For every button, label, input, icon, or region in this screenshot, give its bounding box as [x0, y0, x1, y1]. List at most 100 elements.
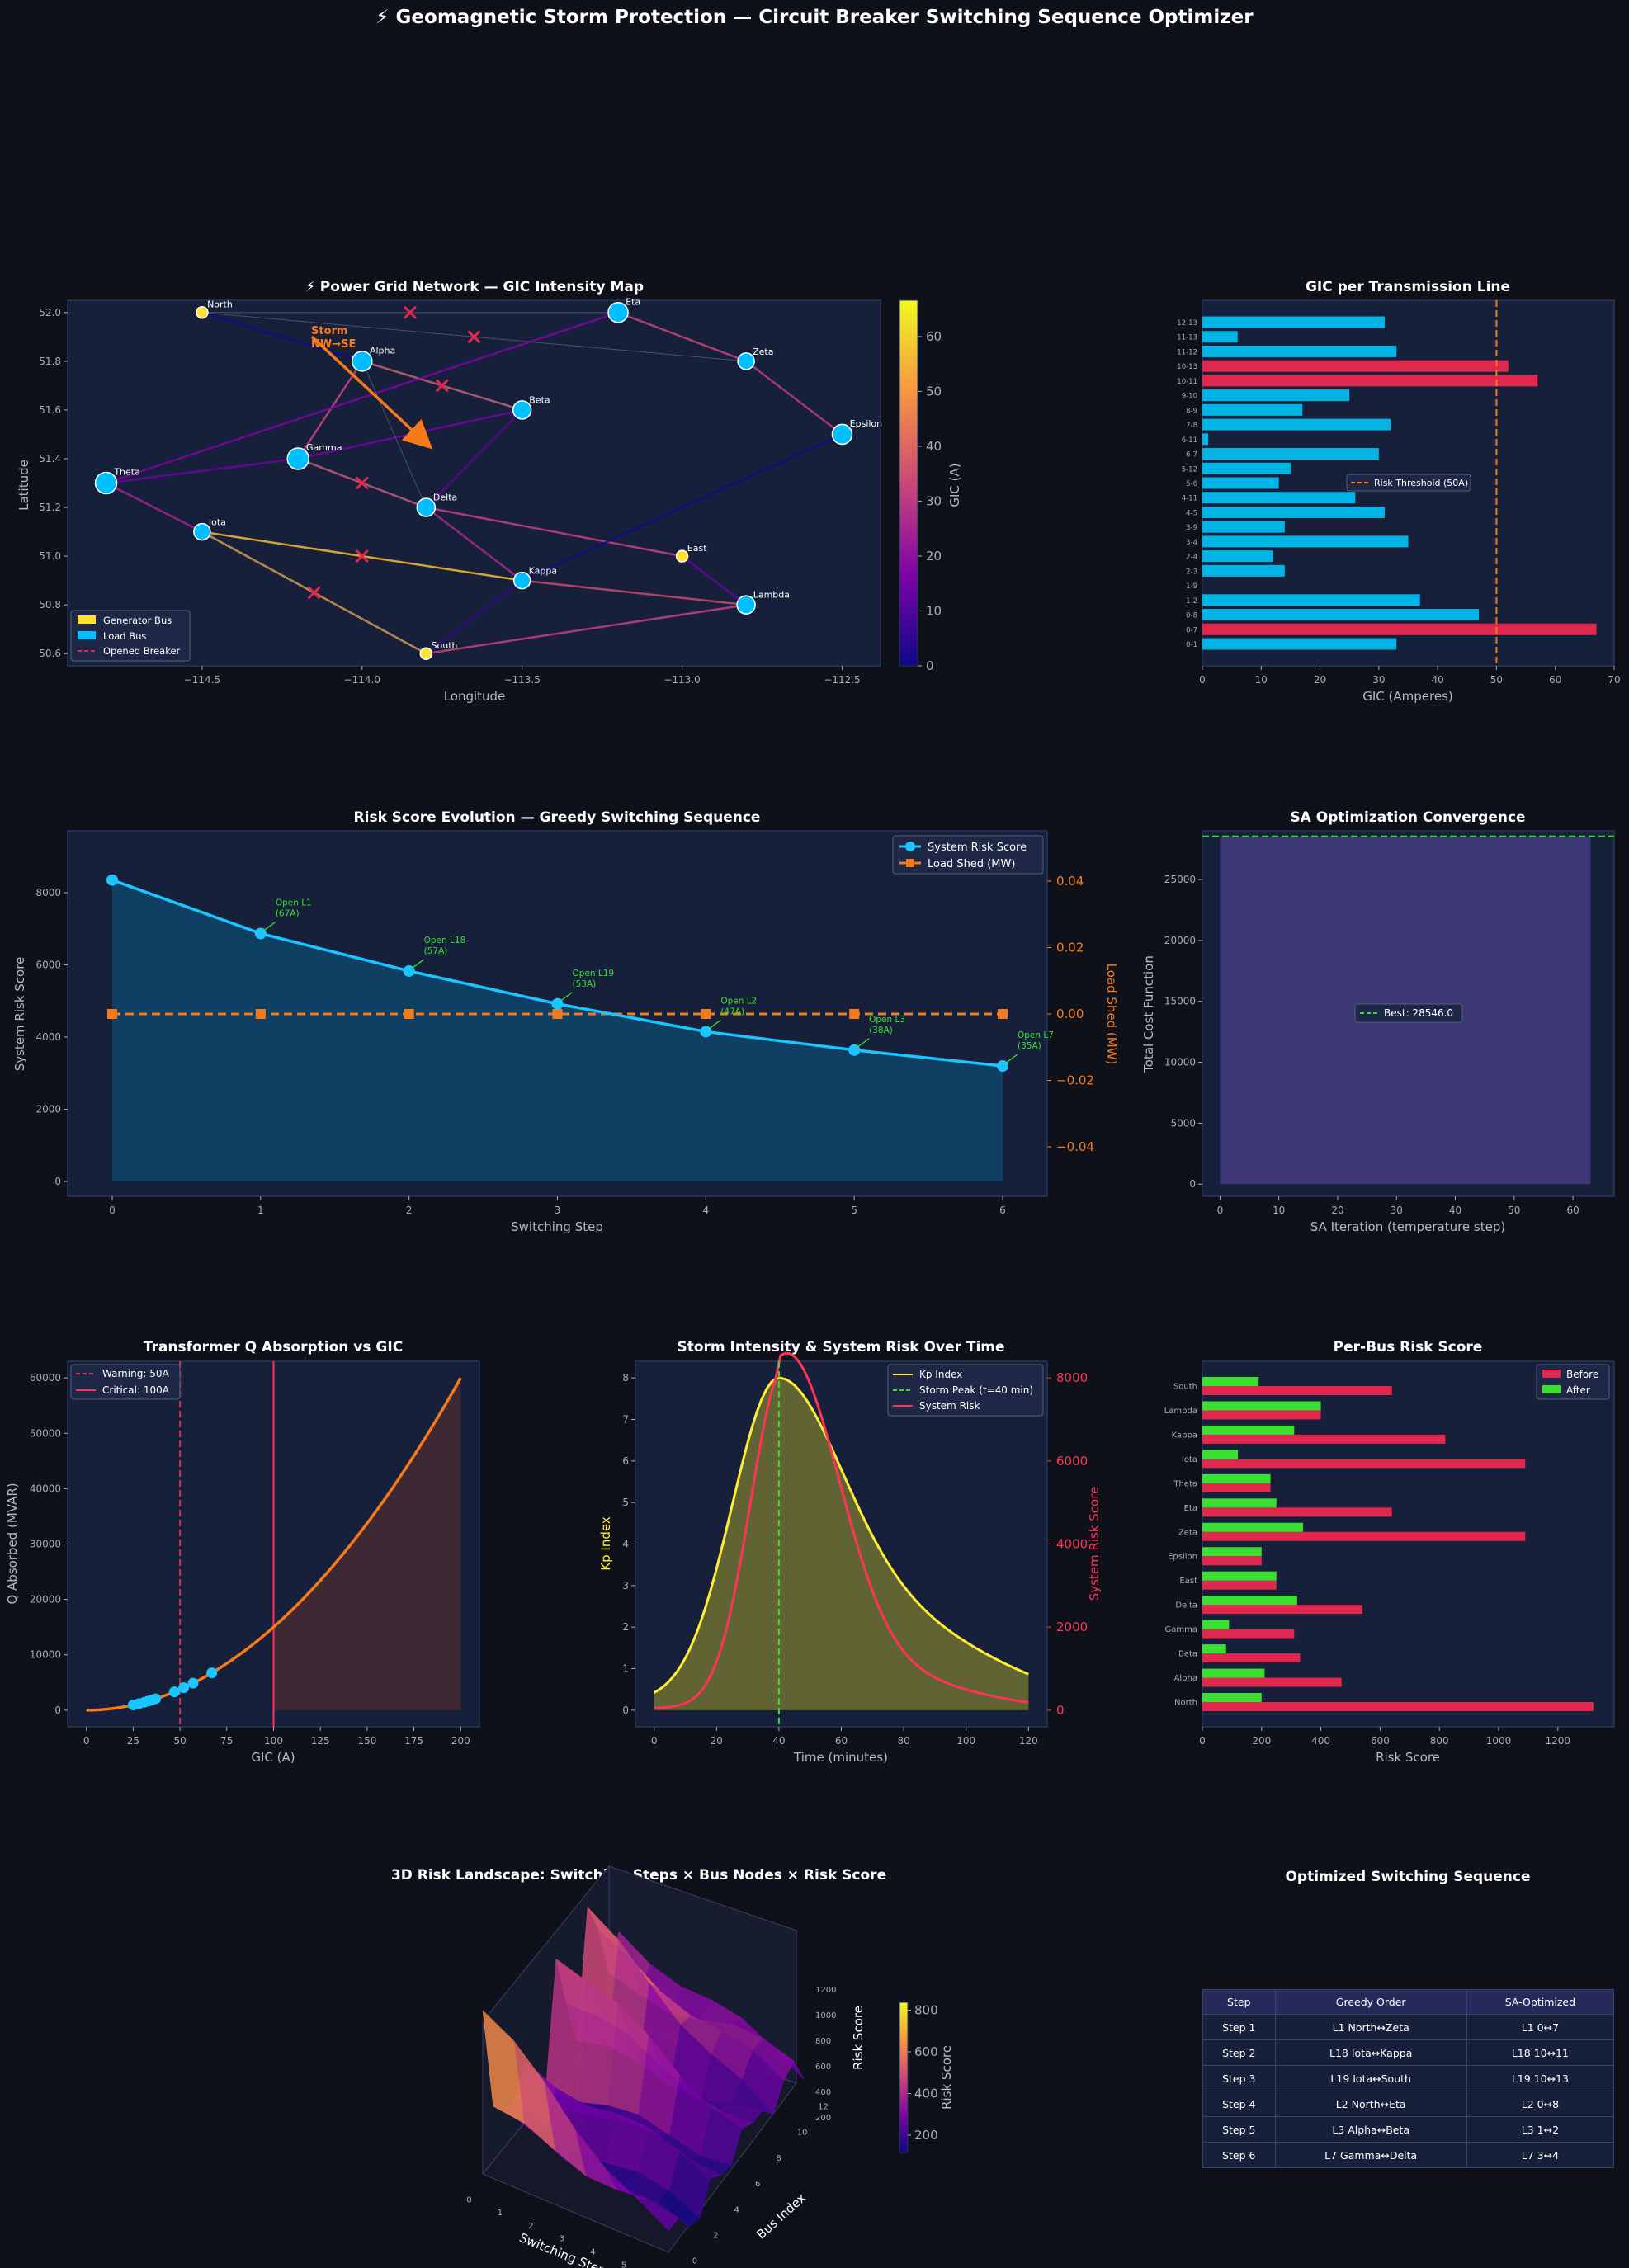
shed-marker: [255, 1009, 266, 1019]
risk-legend-marker-icon: [905, 842, 915, 851]
before-bar-theta: [1202, 1483, 1271, 1492]
tick-label: 2: [528, 2222, 533, 2231]
before-bar-beta: [1202, 1653, 1301, 1663]
tick-label: 800: [1430, 1735, 1449, 1747]
bus-node-zeta: [737, 352, 755, 370]
gic-line-panel: GIC per Transmission Line 0-1 0-7 0-8 1-2 1-…: [1177, 279, 1620, 704]
tick-label: 1200: [1546, 1735, 1571, 1747]
bus-label: Eta: [626, 297, 640, 308]
tick-label: 10: [1273, 1205, 1285, 1216]
risk-time-legend-label: System Risk: [919, 1400, 980, 1412]
table-cell: L18 Iota↔Kappa: [1274, 2039, 1467, 2066]
after-bar-gamma: [1202, 1620, 1230, 1629]
shed-marker: [998, 1009, 1008, 1019]
tick-label: 0: [466, 2195, 471, 2204]
landscape-colorbar-label: Risk Score: [939, 2045, 954, 2110]
network-line-16: [425, 579, 523, 655]
table-header-row: Step Greedy Order SA-Optimized: [1202, 1989, 1615, 2015]
tick-label: 52.0: [39, 307, 61, 318]
risk-evolution-legend: System Risk Score Load Shed (MW): [892, 835, 1044, 875]
bus-label: South: [432, 640, 458, 651]
bar-category-label: 12-13: [1177, 319, 1197, 328]
annotation-label-line: (67A): [276, 908, 300, 918]
transformer-q-xlabel: GIC (A): [251, 1750, 295, 1765]
opened-breaker-x-icon: [468, 330, 480, 343]
annotation-label-line: Open L2: [720, 996, 757, 1006]
tick-label: 80: [897, 1735, 909, 1747]
bar-category-label: Zeta: [1178, 1528, 1197, 1537]
bus-label: North: [207, 299, 233, 310]
storm-time-title: Storm Intensity & System Risk Over Time: [677, 1339, 1004, 1356]
storm-time-y2label: System Risk Score: [1087, 1487, 1102, 1601]
legend-generator-bus: Generator Bus: [103, 615, 172, 626]
tick-label: 50: [1508, 1205, 1520, 1216]
tick-label: −114.5: [184, 674, 220, 686]
surface-patch: [636, 2199, 680, 2232]
tick-label: 40: [926, 439, 942, 454]
table-cell: L7 3↔4: [1466, 2142, 1615, 2168]
opened-breaker-x-icon: [356, 549, 369, 563]
tick-label: 8: [776, 2154, 781, 2163]
network-line-3: [425, 409, 523, 508]
tick-label: 6: [999, 1205, 1006, 1216]
risk-evolution-panel: Risk Score Evolution — Greedy Switching …: [12, 809, 1119, 1234]
before-bar-north: [1202, 1702, 1594, 1711]
table-cell: Step 3: [1202, 2065, 1276, 2091]
tick-label: 600: [1371, 1735, 1390, 1747]
tick-label: 600: [914, 2044, 938, 2059]
table-row: Step 5 L3 Alpha↔Beta L3 1↔2: [1202, 2116, 1615, 2143]
table-cell: Step 4: [1202, 2091, 1276, 2117]
before-bar-kappa: [1202, 1434, 1446, 1444]
tick-label: 200: [815, 2114, 831, 2123]
transformer-point: [187, 1677, 199, 1689]
tick-label: 4: [622, 1539, 629, 1550]
tick-label: 400: [815, 2088, 831, 2097]
annotation-arrow: [856, 1038, 870, 1049]
system-risk-time-line: [654, 1351, 1029, 1709]
tick-label: 30: [1372, 674, 1385, 686]
bar-category-label: 6-7: [1186, 451, 1197, 460]
legend-opened-breaker: Opened Breaker: [103, 645, 181, 657]
annotation-arrow: [411, 959, 425, 969]
yellow-patch-icon: [78, 615, 96, 624]
after-bar-epsilon: [1202, 1547, 1262, 1557]
tick-label: 2000: [1056, 1620, 1088, 1634]
tick-label: 3: [555, 1205, 561, 1216]
risk-area-fill: [112, 879, 1003, 1181]
shed-legend-marker-icon: [906, 859, 914, 867]
tick-label: 0: [1217, 1205, 1224, 1216]
tick-label: −0.04: [1056, 1139, 1094, 1154]
critical-legend-label: Critical: 100A: [102, 1384, 170, 1396]
bus-label: Lambda: [753, 590, 790, 601]
landscape-zlabel: Risk Score: [851, 2006, 866, 2070]
header-step: Step: [1202, 1989, 1276, 2015]
bar-category-label: Beta: [1178, 1650, 1197, 1659]
transformer-q-panel: Transformer Q Absorption vs GIC 0 25 50 75 1…: [5, 1339, 480, 1765]
before-bar-iota: [1202, 1459, 1526, 1469]
bar-category-label: 5-6: [1186, 480, 1197, 488]
annotation-label: Open L19 (53A): [573, 969, 615, 989]
bar-category-label: Epsilon: [1168, 1553, 1197, 1562]
storm-label: Storm NW→SE: [311, 325, 356, 351]
table-cell: L2 North↔Eta: [1274, 2091, 1467, 2117]
gic-line-x-ticks: 0 10 20 30 40 50 60 70: [1199, 666, 1621, 686]
annotation-arrow: [262, 921, 276, 931]
gic-bar-5-6: [1202, 477, 1279, 489]
before-bar-zeta: [1202, 1531, 1526, 1541]
storm-direction-arrow: [310, 335, 433, 450]
landscape-colorbar-ticks: 200 400 600 800: [908, 2003, 938, 2143]
transformer-q-y-ticks: 0 10000 20000 30000 40000 50000 60000: [30, 1372, 68, 1716]
tick-label: 100: [956, 1735, 975, 1747]
tick-label: −113.0: [663, 674, 700, 686]
sa-convergence-panel: SA Optimization Convergence Best: 28546.…: [1141, 809, 1615, 1234]
table-cell: L2 0↔8: [1466, 2091, 1615, 2117]
storm-time-y-ticks: 0 1 2 3 4 5 6 7 8: [622, 1372, 635, 1716]
network-line-1: [297, 361, 363, 460]
tick-label: 1000: [1486, 1735, 1512, 1747]
gic-bar-4-5: [1202, 506, 1385, 518]
annotation-label-line: Open L3: [869, 1015, 905, 1025]
peak-legend-label: Storm Peak (t=40 min): [919, 1384, 1033, 1396]
tick-label: 7: [622, 1413, 629, 1425]
landscape-surface: [482, 1907, 805, 2232]
